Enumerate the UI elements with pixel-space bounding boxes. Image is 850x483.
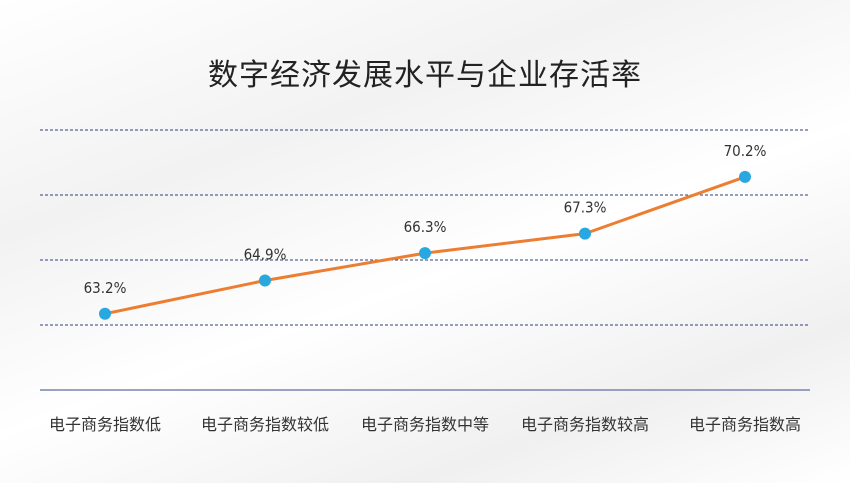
x-tick-label: 电子商务指数中等 — [360, 415, 489, 434]
data-label: 64.9% — [244, 246, 287, 264]
data-label: 70.2% — [724, 142, 767, 160]
data-point — [259, 274, 271, 287]
x-tick-label: 电子商务指数较高 — [520, 415, 649, 434]
series-line — [104, 175, 746, 316]
chart-title: 数字经济发展水平与企业存活率 — [208, 58, 642, 93]
data-point — [579, 227, 591, 240]
data-label: 63.2% — [84, 279, 127, 297]
data-point — [419, 247, 431, 260]
data-point — [739, 170, 751, 183]
x-tick-label: 电子商务指数较低 — [200, 415, 329, 434]
data-point — [99, 307, 111, 320]
x-tick-label: 电子商务指数低 — [48, 415, 161, 434]
data-label: 67.3% — [564, 199, 607, 217]
x-tick-label: 电子商务指数高 — [688, 415, 801, 434]
data-label: 66.3% — [404, 218, 447, 236]
